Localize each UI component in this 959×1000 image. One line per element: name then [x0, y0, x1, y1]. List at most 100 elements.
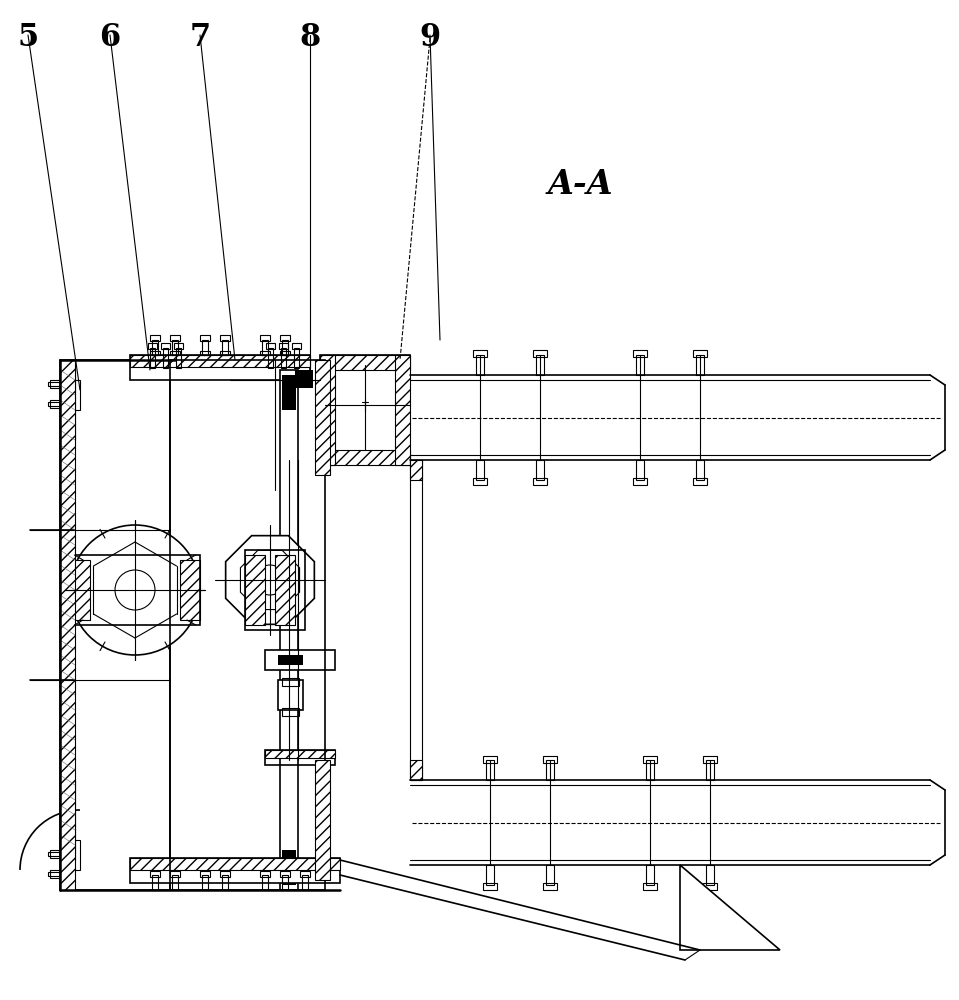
Bar [220, 335, 230, 341]
Bar [130, 355, 310, 367]
Bar [280, 351, 290, 355]
Bar [302, 875, 308, 890]
Bar [152, 340, 158, 355]
Bar [706, 760, 714, 780]
Bar [279, 343, 288, 349]
Bar [176, 348, 181, 368]
Bar [130, 858, 340, 870]
Bar [262, 340, 268, 355]
Bar [315, 760, 330, 880]
Bar [476, 460, 484, 480]
Bar [703, 883, 717, 890]
Bar [48, 402, 66, 406]
Bar [473, 478, 487, 485]
Bar [161, 343, 170, 349]
Bar [260, 335, 270, 341]
Bar [60, 360, 75, 890]
Bar [636, 460, 644, 480]
Bar [696, 355, 704, 375]
Bar [282, 678, 299, 686]
Bar [70, 555, 200, 625]
Bar [703, 756, 717, 763]
Circle shape [115, 570, 155, 610]
Bar [278, 655, 303, 665]
Bar [48, 382, 66, 386]
Circle shape [70, 525, 200, 655]
Bar [410, 460, 422, 480]
Bar [543, 883, 557, 890]
Bar [200, 871, 210, 877]
Bar [543, 756, 557, 763]
Bar [265, 750, 335, 765]
Bar [536, 355, 544, 375]
Polygon shape [680, 865, 780, 950]
Bar [300, 871, 310, 877]
Bar [486, 865, 494, 885]
Bar [410, 760, 422, 780]
Bar [202, 875, 208, 890]
Bar [295, 370, 313, 388]
Bar [546, 760, 554, 780]
Bar [265, 650, 335, 670]
Bar [636, 355, 644, 375]
Bar [265, 750, 335, 758]
Bar [60, 360, 170, 890]
Bar [633, 478, 647, 485]
Bar [320, 355, 410, 465]
Bar [163, 348, 168, 368]
Text: A-A: A-A [548, 168, 613, 202]
Text: 8: 8 [299, 22, 320, 53]
Bar [533, 478, 547, 485]
Text: 5: 5 [17, 22, 38, 53]
Bar [202, 340, 208, 355]
Bar [65, 380, 80, 410]
Bar [172, 875, 178, 890]
Bar [282, 375, 296, 410]
Bar [174, 343, 183, 349]
Bar [320, 355, 335, 465]
Bar [410, 460, 422, 780]
Circle shape [255, 565, 285, 595]
Bar [486, 760, 494, 780]
Bar [150, 335, 160, 341]
Bar [130, 355, 310, 380]
Bar [222, 340, 228, 355]
Bar [473, 350, 487, 357]
Bar [70, 560, 90, 620]
Bar [275, 555, 295, 625]
Bar [320, 450, 410, 465]
Bar [281, 348, 286, 368]
Bar [476, 355, 484, 375]
Bar [320, 355, 410, 370]
Bar [633, 350, 647, 357]
Bar [200, 335, 210, 341]
Bar [693, 350, 707, 357]
Bar [48, 852, 66, 856]
Bar [245, 555, 265, 625]
Bar [245, 550, 305, 630]
Bar [706, 865, 714, 885]
Bar [260, 351, 270, 355]
Bar [282, 340, 288, 355]
Bar [170, 360, 325, 890]
Bar [50, 850, 64, 858]
Bar [646, 865, 654, 885]
Polygon shape [225, 536, 315, 624]
Bar [170, 871, 180, 877]
Bar [262, 875, 268, 890]
Bar [60, 780, 75, 860]
Bar [646, 760, 654, 780]
Bar [220, 351, 230, 355]
Bar [280, 335, 290, 341]
Bar [222, 875, 228, 890]
Bar [533, 350, 547, 357]
Bar [536, 460, 544, 480]
Text: 7: 7 [190, 22, 211, 53]
Bar [315, 360, 330, 475]
Bar [643, 883, 657, 890]
Bar [180, 560, 200, 620]
Bar [220, 871, 230, 877]
Bar [395, 355, 410, 465]
Bar [148, 343, 157, 349]
Bar [483, 883, 497, 890]
